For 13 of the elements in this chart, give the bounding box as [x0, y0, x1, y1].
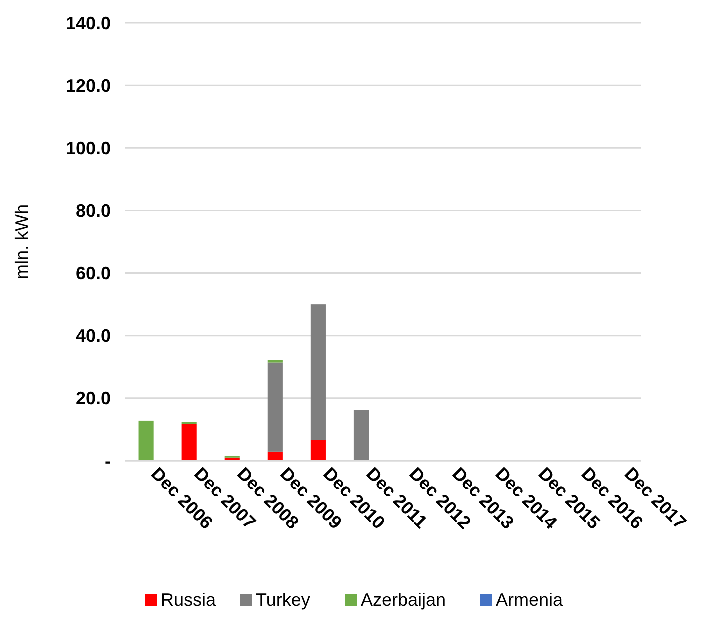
y-tick-label: -	[105, 451, 111, 472]
y-tick-label: 40.0	[76, 326, 111, 346]
y-tick-label: 60.0	[76, 264, 111, 284]
y-tick-label: 120.0	[66, 76, 111, 96]
y-tick-label: 80.0	[76, 201, 111, 222]
y-axis-title: mln. kWh	[12, 204, 32, 280]
legend-label: Armenia	[496, 590, 564, 610]
y-tick-label: 140.0	[66, 13, 111, 34]
legend-label: Azerbaijan	[361, 590, 446, 610]
legend-label: Turkey	[256, 590, 310, 610]
legend-label: Russia	[161, 590, 218, 610]
y-tick-label: 20.0	[76, 388, 111, 409]
y-tick-label: 100.0	[66, 138, 111, 158]
